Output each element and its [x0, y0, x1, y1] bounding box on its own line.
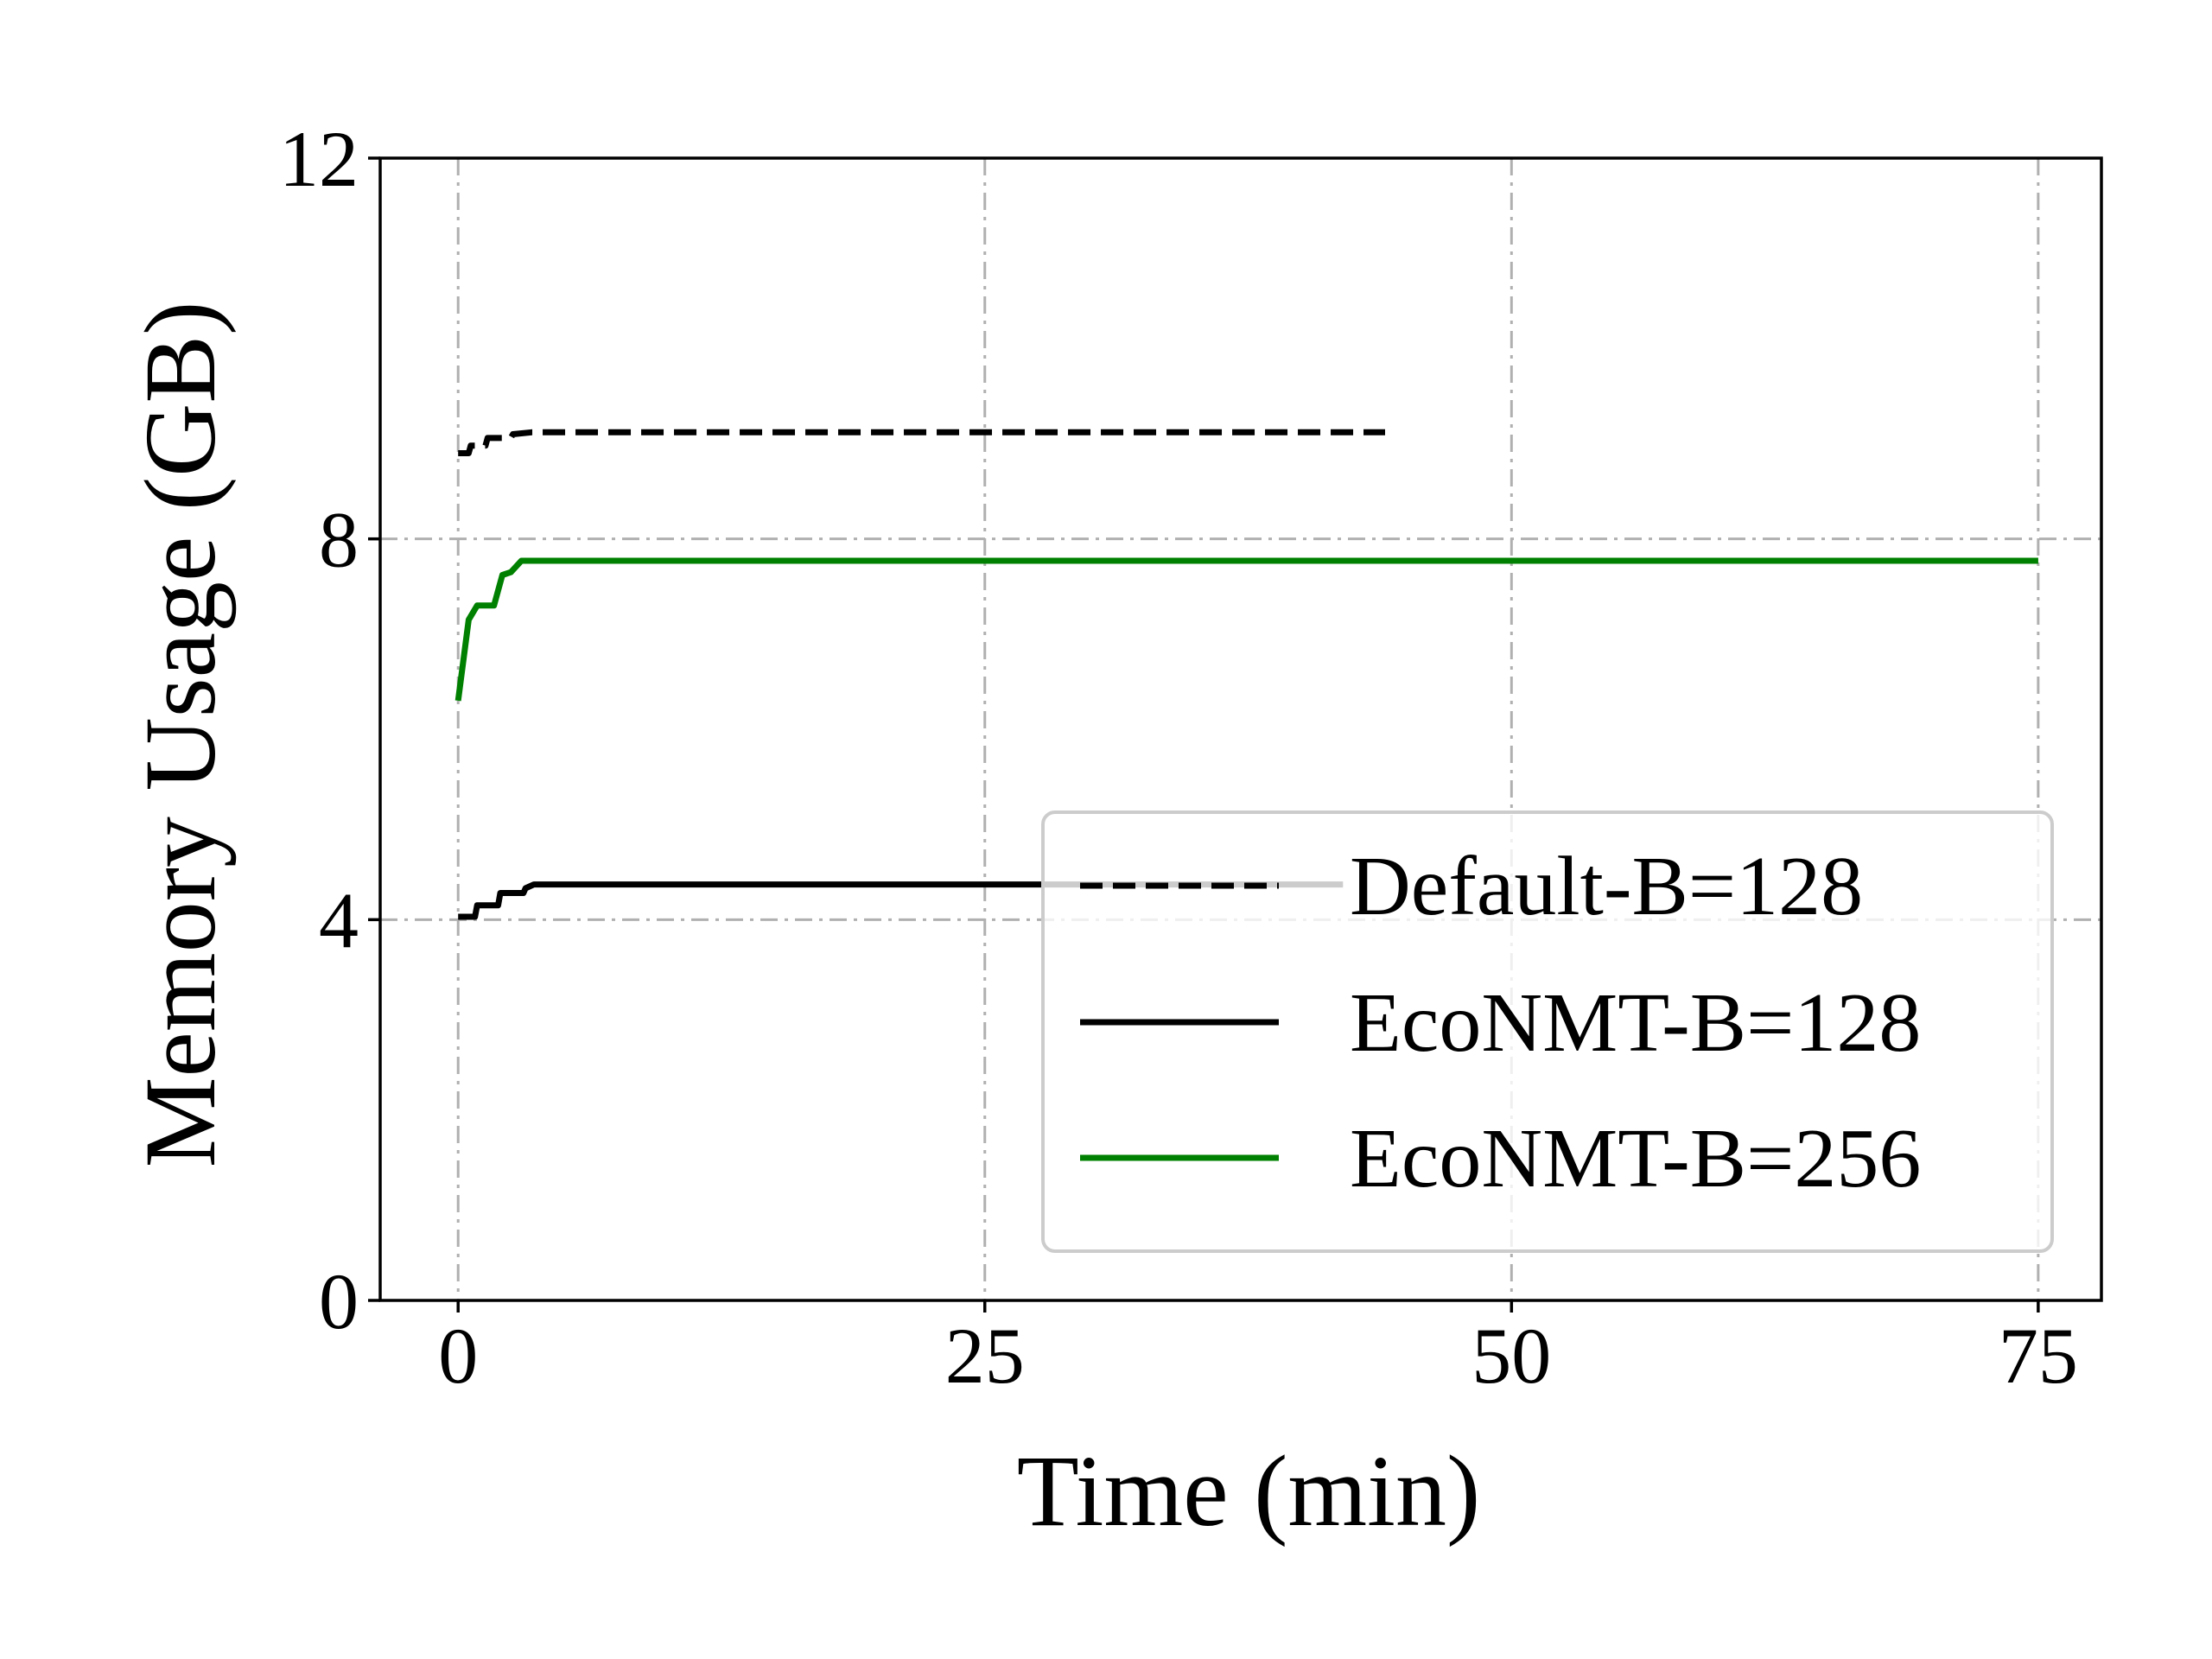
series-lines	[454, 429, 2038, 920]
x-tick-label-3: 75	[1999, 1312, 2078, 1400]
y-tick-label-2: 8	[319, 496, 359, 584]
legend-label-1: EcoNMT-B=128	[1350, 976, 1921, 1070]
y-tick-label-0: 0	[319, 1257, 359, 1345]
series-line-2	[454, 557, 2038, 702]
x-tick-label-0: 0	[438, 1312, 478, 1400]
y-tick-label-3: 12	[279, 115, 359, 203]
x-tick-label-1: 25	[945, 1312, 1025, 1400]
x-tick-label-2: 50	[1471, 1312, 1551, 1400]
series-line-1	[458, 881, 1344, 920]
plot-frame	[378, 156, 2103, 1302]
legend-label-0: Default-B=128	[1350, 840, 1863, 933]
legend: Default-B=128 EcoNMT-B=128 EcoNMT-B=256	[1041, 810, 2054, 1253]
x-axis-label: Time (min)	[1017, 1434, 1481, 1548]
y-tick-label-1: 4	[319, 876, 359, 964]
legend-label-2: EcoNMT-B=256	[1350, 1112, 1921, 1205]
legend-frame	[1041, 810, 2054, 1253]
axis-ticks: 0 25 50 75 0 4 8 12	[279, 115, 2078, 1400]
y-axis-label: Memory Usage (GB)	[124, 302, 237, 1168]
series-line-0	[458, 429, 1385, 456]
